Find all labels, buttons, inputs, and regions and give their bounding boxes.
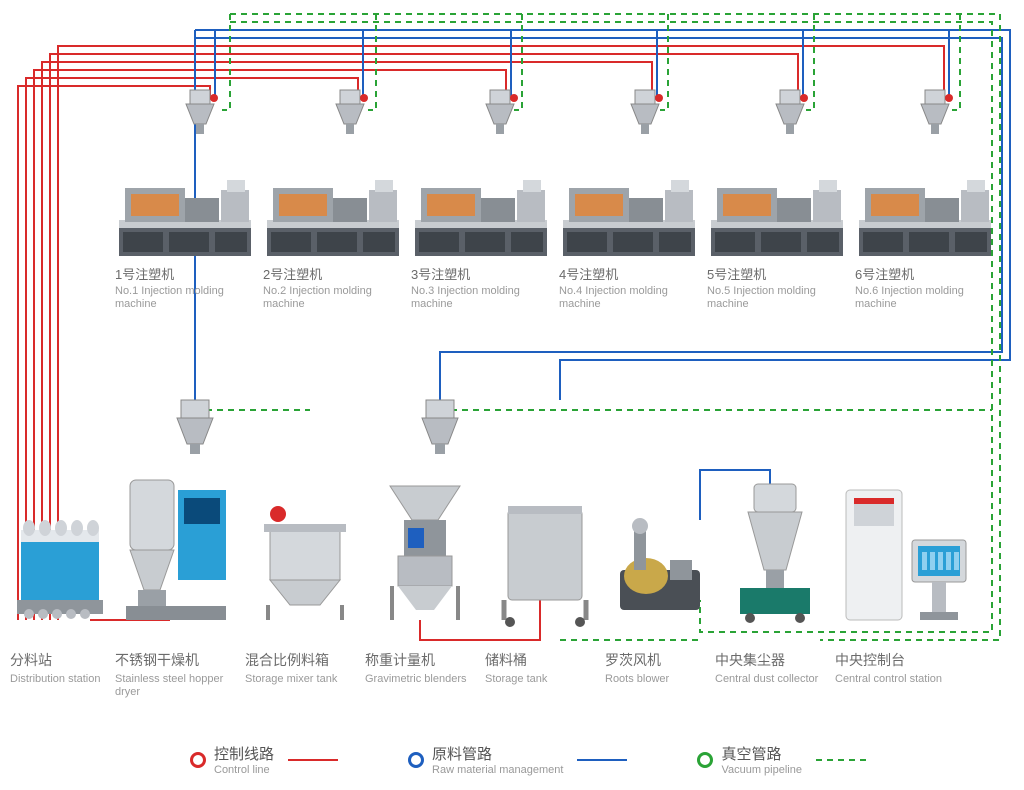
legend-line-icon [816, 759, 866, 761]
legend-cn: 真空管路 [721, 743, 802, 764]
equipment-icon [605, 440, 715, 630]
equipment-label-0: 分料站 Distribution station [10, 650, 115, 699]
equipment-icon [115, 440, 245, 630]
injection-machine-1: 1号注塑机 No.1 Injection molding machine [115, 170, 255, 311]
equipment-7 [835, 440, 975, 630]
legend-dot-icon [408, 752, 424, 768]
legend-item-2: 真空管路 Vacuum pipeline [697, 743, 866, 776]
machine-label-en: No.3 Injection molding machine [411, 285, 551, 311]
equipment-1 [115, 440, 245, 630]
legend-dot-icon [697, 752, 713, 768]
legend-item-1: 原料管路 Raw material management [408, 743, 627, 776]
equipment-4 [485, 440, 605, 630]
equipment-label-2: 混合比例料箱 Storage mixer tank [245, 650, 365, 699]
machine-label-cn: 3号注塑机 [411, 264, 551, 283]
equipment-label-5: 罗茨风机 Roots blower [605, 650, 715, 699]
legend: 控制线路 Control line 原料管路 Raw material mana… [190, 743, 866, 776]
equipment-label-7: 中央控制台 Central control station [835, 650, 975, 699]
equipment-3 [365, 440, 485, 630]
equipment-label-1: 不锈钢干燥机 Stainless steel hopper dryer [115, 650, 245, 699]
legend-cn: 原料管路 [432, 743, 563, 764]
machine-label-en: No.4 Injection molding machine [559, 285, 699, 311]
equipment-label-cn: 混合比例料箱 [245, 650, 365, 670]
legend-line-icon [577, 759, 627, 761]
equipment-6 [715, 440, 835, 630]
equipment-label-cn: 中央集尘器 [715, 650, 835, 670]
equipment-label-cn: 罗茨风机 [605, 650, 715, 670]
equipment-label-3: 称重计量机 Gravimetric blenders [365, 650, 485, 699]
machine-icon [559, 170, 699, 260]
equipment-label-4: 储料桶 Storage tank [485, 650, 605, 699]
equipment-row [10, 440, 975, 630]
equipment-label-en: Roots blower [605, 673, 715, 686]
equipment-icon [485, 440, 605, 630]
machine-label-cn: 4号注塑机 [559, 264, 699, 283]
equipment-labels-row: 分料站 Distribution station 不锈钢干燥机 Stainles… [10, 650, 975, 699]
equipment-label-cn: 称重计量机 [365, 650, 485, 670]
machine-label-cn: 5号注塑机 [707, 264, 847, 283]
equipment-icon [365, 440, 485, 630]
equipment-0 [10, 440, 115, 630]
legend-en: Control line [214, 764, 274, 776]
equipment-label-en: Distribution station [10, 673, 115, 686]
legend-text: 真空管路 Vacuum pipeline [721, 743, 802, 776]
injection-machine-6: 6号注塑机 No.6 Injection molding machine [855, 170, 995, 311]
equipment-label-en: Storage tank [485, 673, 605, 686]
equipment-label-en: Stainless steel hopper dryer [115, 673, 245, 699]
machine-icon [263, 170, 403, 260]
equipment-label-cn: 中央控制台 [835, 650, 975, 670]
legend-text: 原料管路 Raw material management [432, 743, 563, 776]
injection-machine-4: 4号注塑机 No.4 Injection molding machine [559, 170, 699, 311]
equipment-label-cn: 储料桶 [485, 650, 605, 670]
equipment-label-en: Storage mixer tank [245, 673, 365, 686]
legend-line-icon [288, 759, 338, 761]
machine-label-cn: 1号注塑机 [115, 264, 255, 283]
equipment-label-cn: 不锈钢干燥机 [115, 650, 245, 670]
equipment-icon [715, 440, 835, 630]
legend-text: 控制线路 Control line [214, 743, 274, 776]
machine-icon [115, 170, 255, 260]
machine-icon [855, 170, 995, 260]
machine-label-en: No.5 Injection molding machine [707, 285, 847, 311]
machine-label-cn: 6号注塑机 [855, 264, 995, 283]
equipment-label-6: 中央集尘器 Central dust collector [715, 650, 835, 699]
equipment-icon [245, 440, 365, 630]
injection-machine-5: 5号注塑机 No.5 Injection molding machine [707, 170, 847, 311]
legend-dot-icon [190, 752, 206, 768]
machine-icon [707, 170, 847, 260]
injection-machine-2: 2号注塑机 No.2 Injection molding machine [263, 170, 403, 311]
equipment-label-en: Gravimetric blenders [365, 673, 485, 686]
machine-label-en: No.2 Injection molding machine [263, 285, 403, 311]
injection-machine-3: 3号注塑机 No.3 Injection molding machine [411, 170, 551, 311]
equipment-label-en: Central control station [835, 673, 975, 686]
injection-machine-row: 1号注塑机 No.1 Injection molding machine 2号注… [115, 170, 995, 311]
legend-item-0: 控制线路 Control line [190, 743, 338, 776]
machine-label-en: No.1 Injection molding machine [115, 285, 255, 311]
equipment-5 [605, 440, 715, 630]
equipment-icon [10, 440, 115, 630]
legend-cn: 控制线路 [214, 743, 274, 764]
machine-label-cn: 2号注塑机 [263, 264, 403, 283]
legend-en: Raw material management [432, 764, 563, 776]
equipment-label-cn: 分料站 [10, 650, 115, 670]
legend-en: Vacuum pipeline [721, 764, 802, 776]
equipment-2 [245, 440, 365, 630]
equipment-label-en: Central dust collector [715, 673, 835, 686]
machine-label-en: No.6 Injection molding machine [855, 285, 995, 311]
equipment-icon [835, 440, 975, 630]
machine-icon [411, 170, 551, 260]
